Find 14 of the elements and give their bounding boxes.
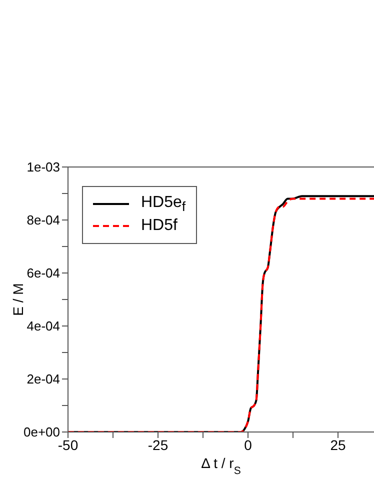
y-axis-title: E / M	[10, 283, 26, 316]
y-tick-label: 4e-04	[26, 318, 60, 334]
legend-label: HD5e$_{f}$	[141, 194, 186, 214]
x-tick-label: -25	[148, 436, 168, 453]
legend-label: HD5f	[141, 217, 178, 235]
y-tick-label: 2e-04	[26, 372, 60, 387]
x-axis-title: Δ t / r$_{S}$	[201, 455, 241, 477]
y-tick-label: 1e-03	[26, 160, 60, 175]
x-tick-label: -50	[58, 436, 78, 453]
x-tick-label: 0	[244, 436, 252, 453]
y-tick-label: 8e-04	[26, 212, 60, 228]
y-tick-label: 6e-04	[26, 266, 60, 281]
x-tick-label: 25	[330, 436, 346, 453]
y-tick-label: 0e+00	[23, 424, 60, 440]
